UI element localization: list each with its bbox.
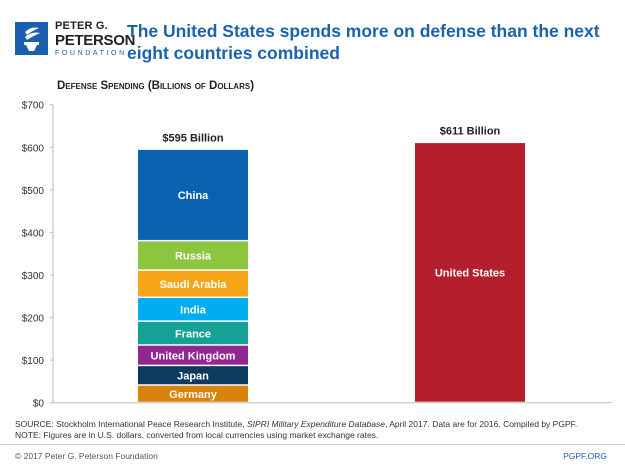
y-tick-label: $600 [22, 143, 45, 154]
segment-label: United Kingdom [151, 350, 236, 362]
segment-label: Japan [177, 370, 209, 382]
copyright: © 2017 Peter G. Peterson Foundation [15, 451, 158, 461]
bar-segment-japan [138, 366, 248, 385]
bar-segment-united-states [415, 143, 525, 402]
segment-label: Russia [175, 251, 212, 263]
bar-segment-saudi-arabia [138, 270, 248, 297]
y-tick-label: $400 [22, 228, 45, 239]
y-tick-label: $200 [22, 314, 45, 325]
divider [0, 444, 625, 445]
bar-segment-united-kingdom [138, 345, 248, 365]
y-tick-label: $300 [22, 271, 45, 282]
y-tick-label: $700 [22, 101, 45, 112]
chart-title: The United States spends more on defense… [127, 21, 600, 63]
segment-label: United States [435, 268, 505, 280]
total-label: $595 Billion [162, 132, 223, 144]
y-tick-label: $0 [33, 399, 45, 410]
segment-label: China [178, 190, 209, 202]
logo-text: PETER G. PETERSON FOUNDATION [55, 20, 136, 58]
source-prefix: SOURCE: Stockholm International Peace Re… [15, 419, 247, 429]
torch-logo-icon [15, 22, 48, 55]
y-tick-label: $500 [22, 186, 45, 197]
bar-segment-russia [138, 241, 248, 270]
segment-label: Saudi Arabia [160, 279, 228, 291]
logo-line3: FOUNDATION [55, 50, 127, 57]
bar-segment-india [138, 298, 248, 321]
logo-line2: PETERSON [55, 32, 136, 49]
bar-segment-france [138, 321, 248, 345]
bar-segment-germany [138, 385, 248, 402]
segment-label: India [180, 304, 207, 316]
bar-segment-china [138, 149, 248, 240]
chart-subtitle: Defense Spending (Billions of Dollars) [57, 80, 255, 92]
logo-line1: PETER G. [55, 20, 108, 32]
note: NOTE: Figures are in U.S. dollars, conve… [15, 430, 379, 440]
total-label: $611 Billion [440, 126, 501, 138]
source-suffix: , April 2017. Data are for 2016. Compile… [384, 419, 578, 429]
segment-label: France [175, 328, 211, 340]
y-tick-label: $100 [22, 356, 45, 367]
segment-label: Germany [169, 389, 218, 401]
site-link[interactable]: PGPF.ORG [563, 451, 607, 461]
source-note: SOURCE: Stockholm International Peace Re… [15, 419, 577, 429]
source-title: SIPRI Military Expenditure Database [246, 419, 385, 429]
